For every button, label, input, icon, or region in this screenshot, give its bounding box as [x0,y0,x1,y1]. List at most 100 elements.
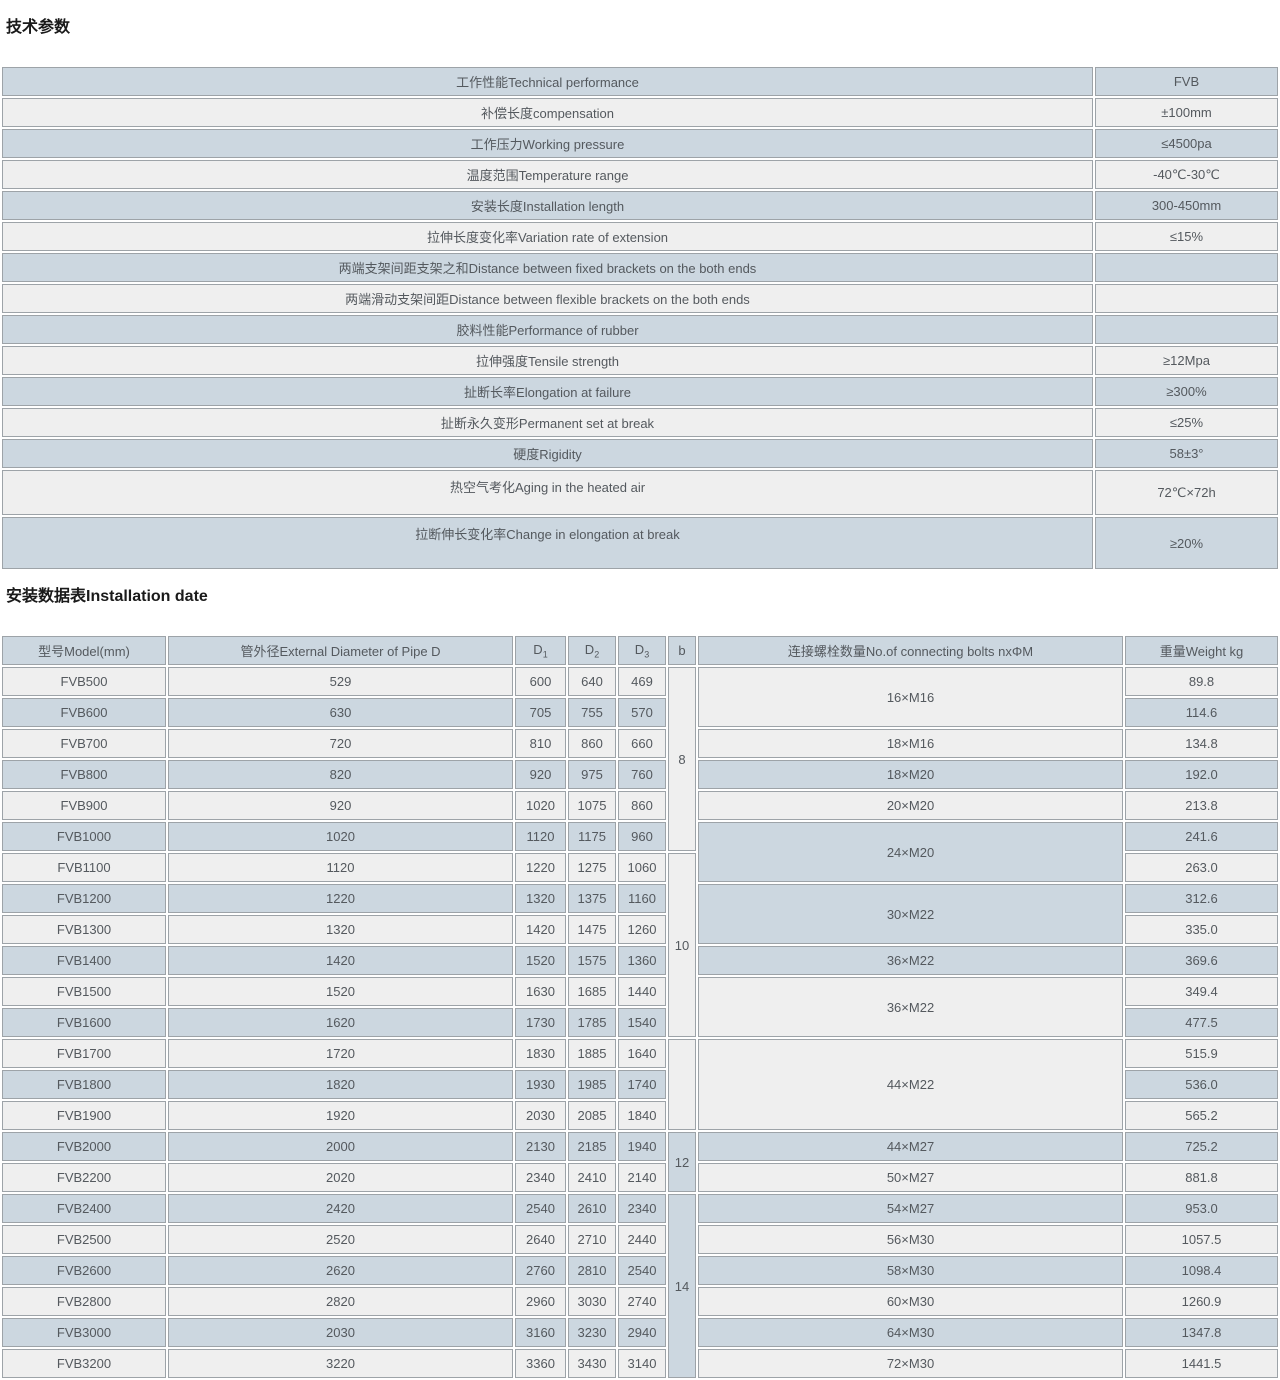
diameter-cell: 2000 [168,1132,513,1161]
spec-row: FVB3000 2030 3160 3230 2940 64×M30 1347.8 [2,1318,1278,1347]
param-label: 胶料性能Performance of rubber [2,315,1093,344]
param-value [1095,253,1278,282]
weight-cell: 241.6 [1125,822,1278,851]
d3-cell: 1940 [618,1132,666,1161]
header-row: 型号Model(mm) 管外径External Diameter of Pipe… [2,636,1278,665]
spec-row: FVB2000 2000 2130 2185 1940 12 44×M27 725.2 [2,1132,1278,1192]
d1-cell: 1420 [515,915,566,944]
diameter-cell: 2020 [168,1163,513,1192]
d1-cell: 2540 [515,1194,566,1223]
param-value: ≥300% [1095,377,1278,406]
d2-cell: 1985 [568,1070,616,1099]
param-value: 72℃×72h [1095,470,1278,515]
bolts-cell: 18×M16 [698,729,1123,758]
spec-row: FVB3200 3220 3360 3430 3140 72×M30 1441.5 [2,1349,1278,1378]
param-row: 热空气考化Aging in the heated air 72℃×72h [2,470,1278,515]
d1-cell: 1930 [515,1070,566,1099]
d3-cell: 1160 [618,884,666,913]
bolts-cell: 56×M30 [698,1225,1123,1254]
diameter-cell: 529 [168,667,513,696]
d2-cell: 1275 [568,853,616,882]
spec-row: FVB1900 1920 2030 2085 1840 565.2 [2,1101,1278,1130]
bolts-cell: 64×M30 [698,1318,1123,1347]
param-label: 拉断伸长变化率Change in elongation at break [2,517,1093,569]
d3-cell: 1360 [618,946,666,975]
diameter-cell: 1820 [168,1070,513,1099]
weight-cell: 1441.5 [1125,1349,1278,1378]
bolts-cell: 18×M20 [698,760,1123,789]
bolts-cell: 44×M27 [698,1132,1123,1161]
d1-cell: 1520 [515,946,566,975]
model-cell: FVB2500 [2,1225,166,1254]
d1-cell: 2640 [515,1225,566,1254]
d1-cell: 920 [515,760,566,789]
weight-cell: 134.8 [1125,729,1278,758]
spec-row: FVB600 630 705 755 570 114.6 [2,698,1278,727]
param-label: 扯断长率Elongation at failure [2,377,1093,406]
d1-cell: 3360 [515,1349,566,1378]
d2-cell: 1885 [568,1039,616,1068]
spec-row: FVB1100 1120 1220 1275 1060 10 263.0 [2,853,1278,1037]
bolts-cell: 58×M30 [698,1256,1123,1285]
weight-cell: 312.6 [1125,884,1278,913]
weight-cell: 335.0 [1125,915,1278,944]
d3-cell: 2540 [618,1256,666,1285]
diameter-cell: 2030 [168,1318,513,1347]
diameter-cell: 820 [168,760,513,789]
bolts-group-cell: 24×M20 [698,822,1123,882]
param-row: 工作压力Working pressure ≤4500pa [2,129,1278,158]
d1-cell: 705 [515,698,566,727]
d2-cell: 2810 [568,1256,616,1285]
model-cell: FVB700 [2,729,166,758]
model-cell: FVB1000 [2,822,166,851]
diameter-cell: 630 [168,698,513,727]
model-cell: FVB600 [2,698,166,727]
bolts-cell: 36×M22 [698,946,1123,975]
diameter-cell: 1420 [168,946,513,975]
d1-cell: 1630 [515,977,566,1006]
d1-cell: 1020 [515,791,566,820]
weight-cell: 263.0 [1125,853,1278,882]
d1-cell: 1120 [515,822,566,851]
installation-table: 型号Model(mm) 管外径External Diameter of Pipe… [0,634,1280,1380]
weight-cell: 515.9 [1125,1039,1278,1068]
col-header-weight: 重量Weight kg [1125,636,1278,665]
d2-cell: 1575 [568,946,616,975]
bolts-group-cell: 30×M22 [698,884,1123,944]
d3-cell: 960 [618,822,666,851]
param-label: 拉伸长度变化率Variation rate of extension [2,222,1093,251]
d3-cell: 2140 [618,1163,666,1192]
diameter-cell: 2620 [168,1256,513,1285]
col-header-d2: D2 [568,636,616,665]
d1-cell: 2130 [515,1132,566,1161]
model-cell: FVB1500 [2,977,166,1006]
d3-cell: 660 [618,729,666,758]
weight-cell: 1260.9 [1125,1287,1278,1316]
weight-cell: 1057.5 [1125,1225,1278,1254]
param-row: 工作性能Technical performance FVB [2,67,1278,96]
diameter-cell: 1020 [168,822,513,851]
diameter-cell: 1120 [168,853,513,882]
technical-parameters-table: 工作性能Technical performance FVB 补偿长度compens… [0,65,1280,571]
model-cell: FVB3000 [2,1318,166,1347]
model-cell: FVB1800 [2,1070,166,1099]
d3-cell: 1540 [618,1008,666,1037]
model-cell: FVB2600 [2,1256,166,1285]
param-row: 拉断伸长变化率Change in elongation at break ≥20% [2,517,1278,569]
d2-cell: 755 [568,698,616,727]
diameter-cell: 1720 [168,1039,513,1068]
page: 技术参数 工作性能Technical performance FVB 补偿长度co… [0,18,1280,1380]
model-cell: FVB900 [2,791,166,820]
bolts-group-cell: 44×M22 [698,1039,1123,1130]
d3-cell: 2340 [618,1194,666,1223]
spec-row: FVB1700 1720 1830 1885 1640 44×M22 515.9 [2,1039,1278,1130]
model-cell: FVB1600 [2,1008,166,1037]
d2-cell: 640 [568,667,616,696]
d1-cell: 1320 [515,884,566,913]
d3-cell: 2940 [618,1318,666,1347]
col-header-d3: D3 [618,636,666,665]
model-cell: FVB1700 [2,1039,166,1068]
d2-cell: 3030 [568,1287,616,1316]
param-label: 两端支架间距支架之和Distance between fixed bracket… [2,253,1093,282]
spec-row: FVB700 720 810 860 660 18×M16 134.8 [2,729,1278,758]
